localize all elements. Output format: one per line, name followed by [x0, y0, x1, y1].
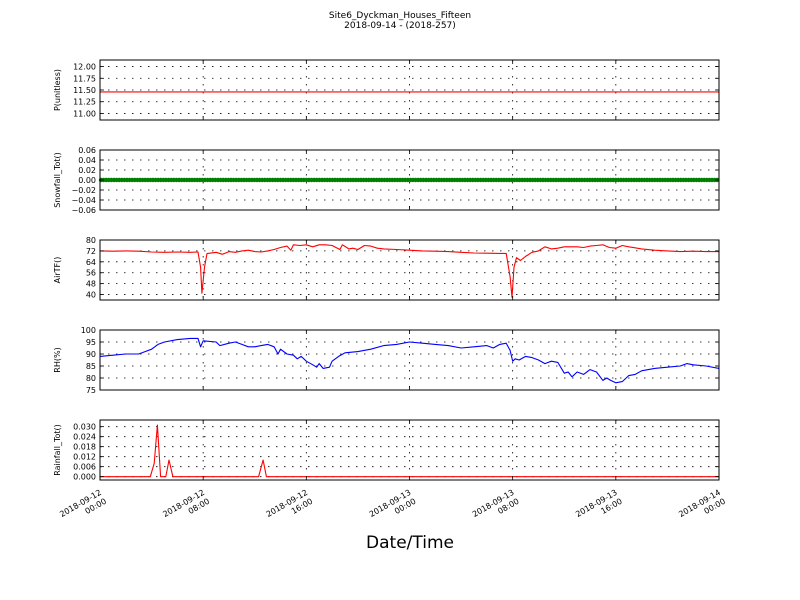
y-tick-label: 11.75 [73, 74, 96, 83]
chart-title: Site6_Dyckman_Houses_Fifteen [328, 11, 472, 21]
y-tick-label: 85 [86, 362, 96, 371]
y-tick-label: 75 [86, 386, 96, 395]
panel-4: 75 80 85 90 95 100 RH(%) [53, 326, 720, 395]
y-axis-label: P(unitless) [53, 69, 62, 111]
y-tick-label: 95 [86, 338, 96, 347]
y-tick-label: 0.012 [73, 453, 96, 462]
y-tick-label: 0.04 [78, 156, 96, 165]
y-tick-label: 56 [86, 269, 96, 278]
x-tick-label: 2018-09-1316:00 [574, 488, 624, 528]
y-tick-label: 0.00 [78, 176, 96, 185]
x-tick-label: 2018-09-1400:00 [677, 488, 727, 528]
y-tick-label: 0.000 [73, 473, 96, 482]
y-tick-label: 48 [86, 280, 96, 289]
y-tick-label: 0.024 [73, 433, 96, 442]
y-tick-label: −0.02 [71, 186, 96, 195]
y-tick-label: 11.50 [73, 86, 96, 95]
y-tick-label: 0.006 [73, 463, 96, 472]
y-tick-label: 64 [86, 258, 96, 267]
y-tick-label: 0.030 [73, 423, 96, 432]
y-tick-label: 80 [86, 374, 96, 383]
y-tick-label: 100 [81, 326, 96, 335]
y-tick-label: 72 [86, 247, 96, 256]
y-tick-label: 11.00 [73, 109, 96, 118]
x-tick-label: 2018-09-1208:00 [161, 488, 211, 528]
y-tick-label: −0.06 [71, 206, 96, 215]
y-tick-label: 11.25 [73, 98, 96, 107]
y-tick-label: 90 [86, 350, 96, 359]
data-series-line [100, 424, 719, 478]
x-axis-label: Date/Time [366, 533, 454, 553]
y-tick-label: 0.02 [78, 166, 96, 175]
y-tick-label: −0.04 [71, 196, 96, 205]
y-axis-label: RH(%) [53, 347, 62, 372]
y-tick-label: 40 [86, 291, 96, 300]
x-tick-label: 2018-09-1300:00 [368, 488, 418, 528]
panel-3: 40 48 56 64 72 80 AirTF() [53, 236, 720, 301]
panel-2: −0.06−0.04−0.020.000.020.040.06 Snowfall_… [53, 146, 720, 215]
y-tick-label: 80 [86, 236, 96, 245]
data-series-line [99, 337, 720, 384]
chart-subtitle: 2018-09-14 - (2018-257) [344, 21, 456, 31]
y-tick-label: 0.06 [78, 146, 96, 155]
data-series-line [99, 244, 719, 298]
y-axis-label: AirTF() [53, 257, 62, 284]
y-axis-label: Snowfall_Tot() [53, 152, 62, 208]
y-tick-label: 12.00 [73, 63, 96, 72]
x-tick-label: 2018-09-1216:00 [265, 488, 315, 528]
panel-1: 11.00 11.25 11.50 11.75 12.00 P(unitless) [53, 59, 720, 121]
x-tick-label: 2018-09-1200:00 [58, 488, 108, 528]
x-tick-label: 2018-09-1308:00 [471, 488, 521, 528]
y-tick-label: 0.018 [73, 443, 96, 452]
y-axis-label: Rainfall_Tot() [53, 424, 62, 476]
